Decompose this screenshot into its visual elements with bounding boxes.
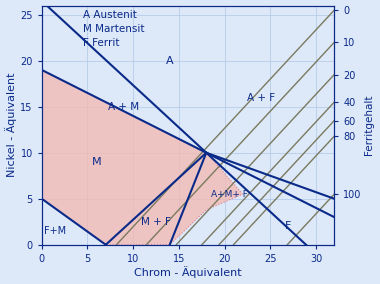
- Text: F Ferrit: F Ferrit: [83, 38, 119, 48]
- Text: F: F: [285, 221, 292, 231]
- Y-axis label: Ferritgehalt: Ferritgehalt: [364, 95, 374, 155]
- Text: M Martensit: M Martensit: [83, 24, 144, 34]
- Text: A Austenit: A Austenit: [83, 10, 137, 20]
- Polygon shape: [42, 70, 243, 245]
- Text: A+M+ F: A+M+ F: [211, 190, 248, 199]
- Text: F+M: F+M: [44, 226, 66, 236]
- Text: M: M: [92, 157, 101, 167]
- Text: M + F: M + F: [141, 217, 171, 227]
- X-axis label: Chrom - Äquivalent: Chrom - Äquivalent: [134, 267, 242, 278]
- Y-axis label: Nickel - Äquivalent: Nickel - Äquivalent: [6, 73, 17, 178]
- Text: A: A: [166, 56, 174, 66]
- Text: A + F: A + F: [247, 93, 275, 103]
- Text: A + M: A + M: [108, 102, 139, 112]
